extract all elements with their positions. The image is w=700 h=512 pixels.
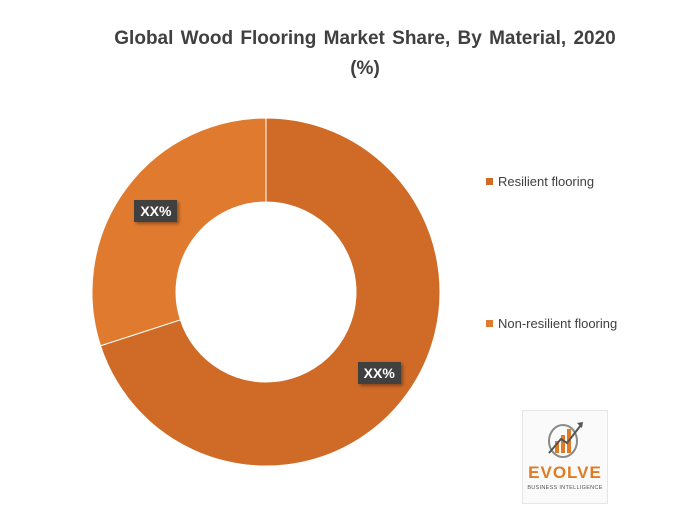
legend-swatch-resilient xyxy=(486,178,493,185)
chart-title-line-2: (%) xyxy=(350,58,380,79)
legend-label-non-resilient: Non-resilient flooring xyxy=(498,316,618,331)
logo-tagline: BUSINESS INTELLIGENCE xyxy=(527,485,603,491)
chart-title-line-1: Global Wood Flooring Market Share, By Ma… xyxy=(114,28,616,49)
legend-item-non-resilient: Non-resilient flooring xyxy=(486,316,617,331)
donut-slice-non-resilient xyxy=(91,117,267,347)
legend-label-resilient: Resilient flooring xyxy=(498,174,595,189)
legend-item-resilient: Resilient flooring xyxy=(486,174,594,189)
data-label-resilient: XX% xyxy=(357,362,401,385)
data-label-non-resilient: XX% xyxy=(134,199,178,222)
logo-growth-icon xyxy=(548,422,583,458)
chart-title: Global Wood Flooring Market Share, By Ma… xyxy=(80,24,650,84)
evolve-logo: EVOLVE BUSINESS INTELLIGENCE xyxy=(522,410,608,504)
legend-swatch-non-resilient xyxy=(486,320,493,327)
donut-slice-resilient xyxy=(99,117,441,467)
logo-name: EVOLVE xyxy=(528,463,602,482)
